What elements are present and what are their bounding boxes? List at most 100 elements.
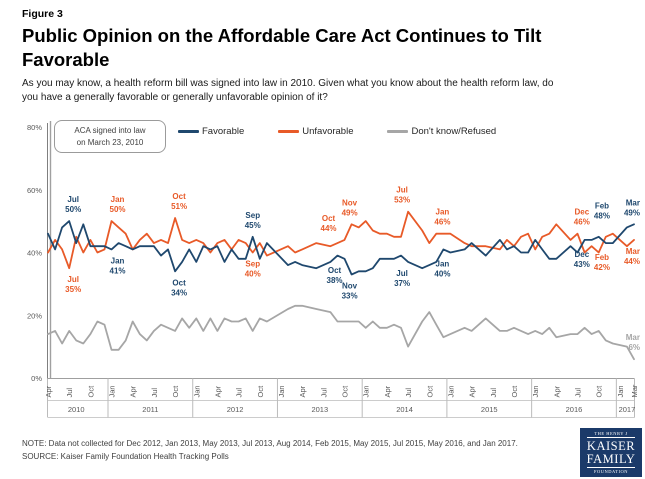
favorable-point-label: Oct 38% xyxy=(327,266,343,285)
page-subtitle-line2: you have a generally favorable or genera… xyxy=(22,92,328,103)
year-label: 2014 xyxy=(396,405,413,414)
legend-item-favorable: Favorable xyxy=(178,126,244,137)
x-tick-label: Jan xyxy=(616,385,625,397)
unfavorable-point-label: Nov 49% xyxy=(342,198,358,217)
legend-label-dont_know: Don't know/Refused xyxy=(411,126,497,137)
unfavorable-point-label: Sep 40% xyxy=(245,260,261,279)
favorable-point-label: Jan 41% xyxy=(110,256,126,275)
year-label: 2017 xyxy=(619,405,636,414)
unfavorable-point-label: Oct 44% xyxy=(321,214,337,233)
y-tick-label: 40% xyxy=(27,249,42,258)
x-tick-label: Apr xyxy=(383,385,392,397)
page-subtitle: As you may know, a health reform bill wa… xyxy=(22,77,622,105)
x-tick-label: Jan xyxy=(192,385,201,397)
favorable-point-label: Dec 43% xyxy=(574,250,590,269)
unfavorable-point-label: Oct 51% xyxy=(171,192,187,211)
kff-logo-name1: KAISER xyxy=(586,438,636,453)
favorable-point-label: Mar 49% xyxy=(624,198,640,217)
legend-swatch-dont_know xyxy=(387,130,409,133)
x-tick-label: Jul xyxy=(319,388,328,398)
x-tick-label: Apr xyxy=(468,385,477,397)
x-tick-label: Mar xyxy=(630,384,639,397)
source-text: SOURCE: Kaiser Family Foundation Health … xyxy=(22,451,229,461)
x-tick-label: Jan xyxy=(446,385,455,397)
legend-swatch-favorable xyxy=(178,130,199,133)
legend-item-dont_know: Don't know/Refused xyxy=(387,126,496,137)
unfavorable-line xyxy=(47,210,635,270)
kff-logo-bottom: FOUNDATION xyxy=(594,469,628,475)
chart-legend: Favorable Unfavorable Don't know/Refused xyxy=(178,126,496,137)
dont_know-point-label: Mar 6% xyxy=(626,333,640,352)
legend-item-unfavorable: Unfavorable xyxy=(278,126,353,137)
kff-logo-rule-top xyxy=(587,437,635,439)
year-label: 2012 xyxy=(227,405,244,414)
favorable-point-label: Sep 45% xyxy=(245,211,261,230)
x-tick-label: Jul xyxy=(574,388,583,398)
y-tick-label: 0% xyxy=(31,374,42,383)
page-subtitle-line1: As you may know, a health reform bill wa… xyxy=(22,78,554,89)
unfavorable-point-label: Dec 46% xyxy=(574,208,590,227)
x-tick-label: Jan xyxy=(277,385,286,397)
y-tick-label: 80% xyxy=(27,123,42,132)
kff-logo-name2: FAMILY xyxy=(586,451,636,466)
x-tick-label: Oct xyxy=(171,385,180,398)
unfavorable-point-label: Feb 42% xyxy=(594,253,610,272)
favorable-point-label: Feb 48% xyxy=(594,201,610,220)
x-tick-label: Jul xyxy=(150,388,159,398)
y-tick-label: 20% xyxy=(27,311,42,320)
page-title: Public Opinion on the Affordable Care Ac… xyxy=(22,24,622,73)
x-tick-label: Oct xyxy=(256,385,265,398)
x-tick-label: Apr xyxy=(298,385,307,397)
y-tick-label: 60% xyxy=(27,186,42,195)
x-tick-label: Oct xyxy=(510,385,519,398)
kff-logo: THE HENRY J KAISER FAMILY FOUNDATION xyxy=(580,428,642,477)
aca-annotation-box: ACA signed into law on March 23, 2010 xyxy=(54,120,166,154)
x-tick-label: Oct xyxy=(86,385,95,398)
legend-label-unfavorable: Unfavorable xyxy=(302,126,354,137)
unfavorable-point-label: Jul 53% xyxy=(394,186,410,205)
page-title-line2: Favorable xyxy=(22,49,110,71)
x-tick-label: Jul xyxy=(404,388,413,398)
x-tick-label: Jul xyxy=(65,388,74,398)
favorable-point-label: Nov 33% xyxy=(342,281,358,300)
year-label: 2010 xyxy=(68,405,85,414)
favorable-point-label: Oct 34% xyxy=(171,278,187,297)
note-text: NOTE: Data not collected for Dec 2012, J… xyxy=(22,439,518,448)
dont_know-line xyxy=(47,304,635,361)
x-tick-label: Oct xyxy=(595,385,604,398)
legend-swatch-unfavorable xyxy=(278,130,300,133)
unfavorable-point-label: Mar 44% xyxy=(624,247,640,266)
unfavorable-point-label: Jan 46% xyxy=(434,208,450,227)
unfavorable-point-label: Jul 35% xyxy=(65,275,81,294)
x-tick-label: Apr xyxy=(213,385,222,397)
legend-label-favorable: Favorable xyxy=(202,126,245,137)
x-tick-label: Oct xyxy=(341,385,350,398)
favorable-point-label: Jan 40% xyxy=(434,260,450,279)
unfavorable-point-label: Jan 50% xyxy=(110,195,126,214)
favorable-point-label: Jul 37% xyxy=(394,269,410,288)
x-tick-label: Jan xyxy=(108,385,117,397)
page-title-line1: Public Opinion on the Affordable Care Ac… xyxy=(22,25,542,46)
kff-logo-rule-bottom xyxy=(587,466,635,468)
aca-annotation-line1: ACA signed into law xyxy=(74,126,146,135)
note-block: NOTE: Data not collected for Dec 2012, J… xyxy=(22,438,562,464)
x-tick-label: Jan xyxy=(362,385,371,397)
x-tick-label: Jul xyxy=(235,388,244,398)
x-tick-label: Jan xyxy=(531,385,540,397)
kff-logo-top: THE HENRY J xyxy=(594,430,628,436)
x-tick-label: Jul xyxy=(489,388,498,398)
x-tick-label: Apr xyxy=(44,385,53,397)
x-tick-label: Oct xyxy=(425,385,434,398)
year-label: 2011 xyxy=(142,405,158,414)
favorable-line xyxy=(47,220,635,276)
x-tick-label: Apr xyxy=(129,385,138,397)
favorable-point-label: Jul 50% xyxy=(65,195,81,214)
year-label: 2015 xyxy=(481,405,498,414)
x-tick-label: Apr xyxy=(552,385,561,397)
aca-annotation-line2: on March 23, 2010 xyxy=(76,137,144,147)
year-label: 2013 xyxy=(311,405,328,414)
year-label: 2016 xyxy=(566,405,583,414)
figure-label: Figure 3 xyxy=(22,8,63,20)
